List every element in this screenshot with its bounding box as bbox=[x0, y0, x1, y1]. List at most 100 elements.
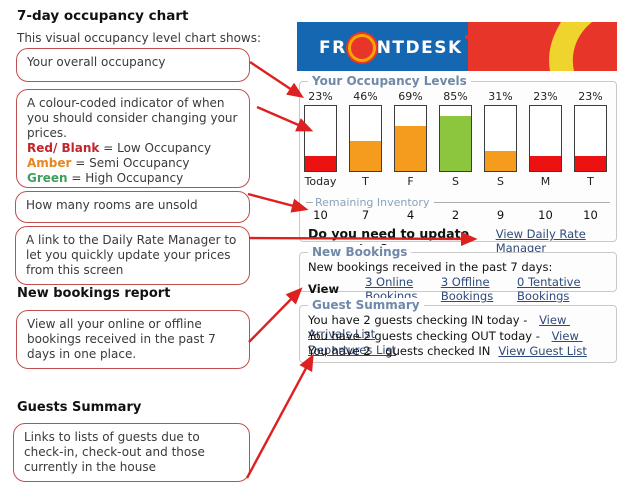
new-bookings-panel: New Bookings New bookings received in th… bbox=[299, 245, 617, 303]
colour-legend-key: Green bbox=[27, 171, 68, 185]
annotation-guest-lists: Links to lists of guests due to check-in… bbox=[13, 423, 250, 482]
occupancy-levels-panel: Your Occupancy Levels 23% Today 46% T 69% F 85… bbox=[299, 74, 617, 256]
page-subtitle: This visual occupancy level chart shows: bbox=[17, 31, 262, 45]
remaining-inventory-value: 2 bbox=[451, 208, 460, 222]
colour-legend-meaning: = Semi Occupancy bbox=[71, 156, 190, 170]
occupancy-bar bbox=[484, 105, 517, 172]
logo-text-fr: FR bbox=[319, 38, 347, 58]
guest-summary-row: You have 2 guests checked IN View Guest L… bbox=[308, 344, 608, 359]
remaining-inventory-divider: Remaining Inventory bbox=[306, 196, 610, 209]
occupancy-percent-label: 69% bbox=[398, 90, 423, 103]
annotation-text: How many rooms are unsold bbox=[26, 198, 198, 212]
occupancy-column: 69% F bbox=[394, 90, 427, 188]
banner-red-block bbox=[468, 22, 617, 71]
remaining-inventory-numbers: 10 7 4 2 9 10 10 bbox=[304, 208, 607, 222]
booking-count-link[interactable]: 3 Offline Bookings bbox=[440, 275, 494, 303]
occupancy-bar bbox=[304, 105, 337, 172]
frontdesk-banner: FR NTDESK bbox=[297, 22, 617, 71]
occupancy-percent-label: 31% bbox=[488, 90, 513, 103]
annotation-colour-codes: A colour-coded indicator of when you sho… bbox=[16, 89, 250, 188]
remaining-inventory-value: 9 bbox=[496, 208, 505, 222]
occupancy-column: 23% Today bbox=[304, 90, 337, 188]
occupancy-day-label: Today bbox=[304, 175, 337, 188]
occupancy-bar bbox=[349, 105, 382, 172]
logo-trademark-dot bbox=[464, 35, 469, 39]
page-title: 7-day occupancy chart bbox=[17, 8, 189, 24]
colour-legend-meaning: = Low Occupancy bbox=[99, 141, 212, 155]
remaining-inventory-value: 10 bbox=[538, 208, 553, 222]
guest-summary-text: You have 2 guests checked IN bbox=[308, 344, 491, 358]
annotation-rate-manager-link: A link to the Daily Rate Manager to let … bbox=[15, 226, 250, 285]
remaining-inventory-label: Remaining Inventory bbox=[315, 196, 430, 209]
occupancy-day-label: T bbox=[362, 175, 369, 188]
occupancy-column: 23% T bbox=[574, 90, 607, 188]
occupancy-bar bbox=[394, 105, 427, 172]
guest-summary-text: You have 2 guests checking OUT today - bbox=[308, 328, 544, 343]
occupancy-percent-label: 23% bbox=[308, 90, 333, 103]
logo-text-ntdesk: NTDESK bbox=[377, 35, 469, 58]
occupancy-bar bbox=[529, 105, 562, 172]
occupancy-percent-label: 85% bbox=[443, 90, 468, 103]
occupancy-percent-label: 46% bbox=[353, 90, 378, 103]
remaining-inventory-value: 7 bbox=[361, 208, 370, 222]
annotation-overall-occupancy: Your overall occupancy bbox=[16, 48, 250, 82]
occupancy-day-label: S bbox=[497, 175, 504, 188]
occupancy-day-label: M bbox=[540, 175, 551, 188]
logo-circle-icon bbox=[347, 34, 376, 62]
occupancy-column: 46% T bbox=[349, 90, 382, 188]
remaining-inventory-value: 10 bbox=[583, 208, 598, 222]
occupancy-bar-fill bbox=[485, 150, 516, 171]
guest-list-link[interactable]: View Arrivals List bbox=[308, 313, 571, 341]
guest-list-link[interactable]: View Guest List bbox=[498, 344, 587, 358]
occupancy-bar-fill bbox=[305, 156, 336, 171]
occupancy-bar-fill bbox=[395, 126, 426, 171]
occupancy-column: 85% S bbox=[439, 90, 472, 188]
guest-list-link[interactable]: View Departures List bbox=[308, 328, 583, 357]
guest-summary-panel-legend: Guest Summary bbox=[308, 298, 424, 312]
new-bookings-intro: New bookings received in the past 7 days… bbox=[308, 260, 553, 274]
annotation-text: A link to the Daily Rate Manager to let … bbox=[26, 233, 237, 277]
annotation-rooms-unsold: How many rooms are unsold bbox=[15, 191, 250, 223]
daily-rate-manager-link[interactable]: View Daily Rate Manager bbox=[495, 227, 586, 255]
occupancy-panel-legend: Your Occupancy Levels bbox=[308, 74, 471, 88]
occupancy-bar bbox=[439, 105, 472, 172]
occupancy-percent-label: 23% bbox=[578, 90, 603, 103]
occupancy-column: 31% S bbox=[484, 90, 517, 188]
guest-summary-row: You have 2 guests checking IN today - Vi… bbox=[308, 313, 608, 341]
occupancy-bar bbox=[574, 105, 607, 172]
occupancy-day-label: F bbox=[407, 175, 414, 188]
occupancy-day-label: T bbox=[587, 175, 594, 188]
occupancy-bar-fill bbox=[350, 141, 381, 171]
colour-legend-row: Red/ Blank = Low Occupancy bbox=[27, 141, 239, 156]
booking-count-link[interactable]: 0 Tentative Bookings bbox=[517, 275, 581, 303]
annotation-new-bookings: View all your online or offline bookings… bbox=[16, 310, 250, 369]
occupancy-bar-fill bbox=[530, 156, 561, 171]
colour-legend-row: Amber = Semi Occupancy bbox=[27, 156, 239, 171]
annotation-text: View all your online or offline bookings… bbox=[27, 317, 216, 361]
frontdesk-logo: FR NTDESK bbox=[319, 34, 469, 62]
occupancy-day-label: S bbox=[452, 175, 459, 188]
colour-legend-key: Amber bbox=[27, 156, 72, 170]
colour-legend-meaning: = High Occupancy bbox=[67, 171, 184, 185]
guest-summary-text: You have 2 guests checking IN today - bbox=[308, 313, 532, 327]
annotation-text: Your overall occupancy bbox=[27, 55, 166, 69]
annotation-text: Links to lists of guests due to check-in… bbox=[24, 430, 205, 474]
guests-summary-heading: Guests Summary bbox=[17, 400, 142, 415]
banner-yellow-swoosh bbox=[549, 22, 592, 71]
colour-legend-row: Green = High Occupancy bbox=[27, 171, 239, 186]
colour-legend-key: Red/ Blank bbox=[27, 141, 100, 155]
occupancy-bar-fill bbox=[440, 115, 471, 171]
new-bookings-panel-legend: New Bookings bbox=[308, 245, 412, 259]
remaining-inventory-value: 10 bbox=[313, 208, 328, 222]
occupancy-column: 23% M bbox=[529, 90, 562, 188]
occupancy-percent-label: 23% bbox=[533, 90, 558, 103]
divider-rule bbox=[434, 202, 610, 203]
new-bookings-report-heading: New bookings report bbox=[17, 286, 171, 301]
view-label: View bbox=[308, 282, 340, 296]
colour-legend: Red/ Blank = Low Occupancy Amber = Semi O… bbox=[27, 141, 239, 186]
guest-summary-rows: You have 2 guests checking IN today - Vi… bbox=[308, 313, 608, 360]
annotation-text: A colour-coded indicator of when you sho… bbox=[27, 96, 238, 140]
guest-summary-row: You have 2 guests checking OUT today - V… bbox=[308, 328, 608, 357]
divider-dash bbox=[306, 202, 313, 203]
